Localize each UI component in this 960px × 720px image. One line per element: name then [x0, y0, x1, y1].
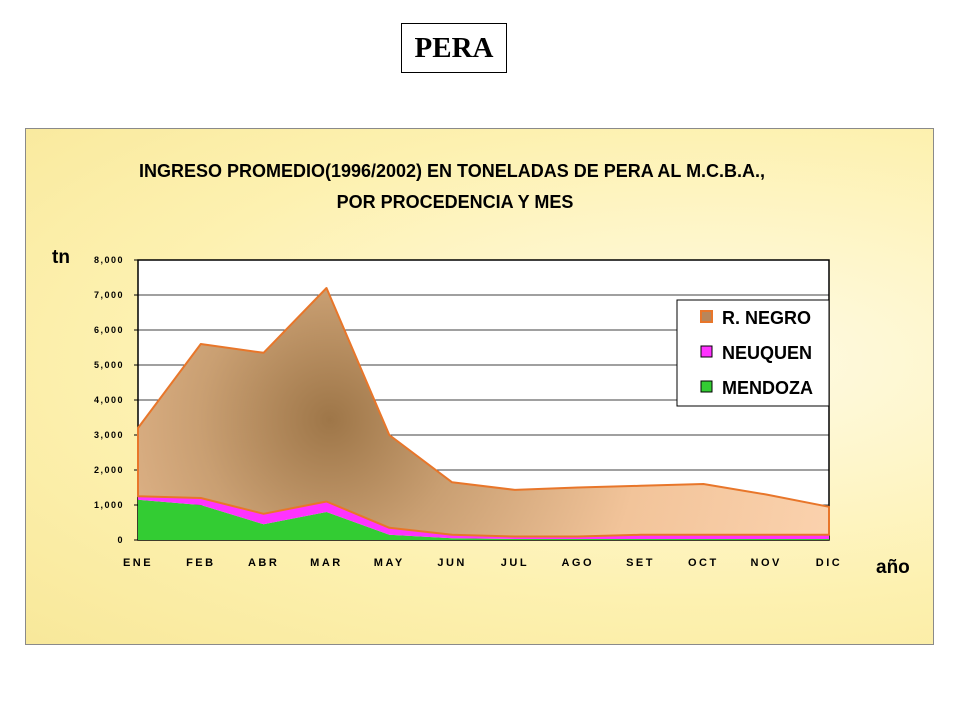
x-tick-label: ABR [248, 557, 279, 569]
area-series-neuquen [138, 496, 829, 539]
y-tick-label: 3,000 [94, 430, 124, 440]
y-tick-label: 8,000 [94, 255, 124, 265]
x-tick-label: DIC [816, 557, 842, 569]
page-title: PERA [401, 23, 507, 73]
y-tick-label: 0 [117, 535, 124, 545]
legend-label-neuquen: NEUQUEN [722, 343, 812, 363]
area-series-mendoza [138, 499, 829, 540]
x-tick-label: MAR [310, 557, 343, 569]
x-axis-label: año [876, 557, 910, 578]
legend-swatch-neuquen [700, 345, 713, 358]
y-tick-label: 4,000 [94, 395, 124, 405]
x-tick-label: MAY [374, 557, 405, 569]
y-axis-label: tn [52, 247, 70, 268]
y-tick-label: 1,000 [94, 500, 124, 510]
legend-label-mendoza: MENDOZA [722, 378, 813, 398]
y-tick-label: 6,000 [94, 325, 124, 335]
y-tick-label: 7,000 [94, 290, 124, 300]
y-tick-label: 5,000 [94, 360, 124, 370]
x-tick-label: OCT [688, 557, 719, 569]
chart-title-line2: POR PROCEDENCIA Y MES [337, 192, 574, 212]
x-tick-label: ENE [123, 557, 153, 569]
x-tick-label: AGO [561, 557, 594, 569]
legend-swatch-mendoza [700, 380, 713, 393]
y-tick-label: 2,000 [94, 465, 124, 475]
x-tick-label: JUN [437, 557, 467, 569]
x-tick-label: JUL [501, 557, 529, 569]
x-tick-label: FEB [186, 557, 216, 569]
x-tick-label: SET [626, 557, 655, 569]
x-tick-label: NOV [751, 557, 782, 569]
chart-title-line1: INGRESO PROMEDIO(1996/2002) EN TONELADAS… [139, 161, 765, 181]
area-series-r-negro [137, 287, 830, 538]
legend-swatch-r-negro [700, 310, 713, 323]
legend-label-r-negro: R. NEGRO [722, 308, 811, 328]
